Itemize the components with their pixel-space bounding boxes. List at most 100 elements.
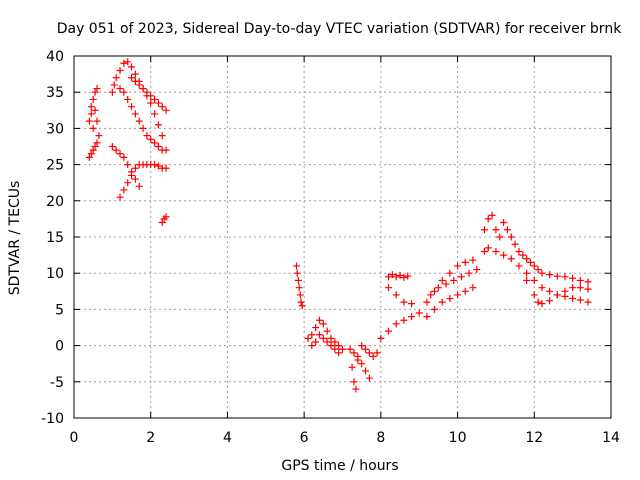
data-point: [373, 349, 381, 357]
y-tick-label: -5: [50, 375, 64, 391]
data-point: [454, 291, 462, 299]
data-point: [162, 213, 170, 221]
data-point: [154, 121, 162, 129]
data-point: [91, 143, 99, 150]
data-point: [385, 327, 393, 335]
data-point: [484, 215, 492, 223]
series-arc-cross-up: [116, 161, 170, 201]
data-point: [110, 81, 118, 89]
data-point: [523, 255, 531, 263]
series-arc-isolated: [158, 213, 170, 227]
data-point: [147, 135, 155, 143]
data-point: [154, 162, 162, 170]
data-point: [507, 255, 515, 263]
data-point: [450, 276, 458, 284]
data-point: [120, 186, 128, 194]
data-point: [323, 327, 331, 335]
data-point: [362, 367, 370, 375]
series-arc-6h-main: [304, 316, 346, 357]
data-point: [385, 273, 393, 281]
data-point: [465, 269, 473, 277]
data-point: [392, 291, 400, 299]
data-point: [377, 334, 385, 342]
data-point: [523, 276, 531, 284]
data-point: [89, 146, 97, 154]
data-point: [312, 338, 320, 346]
data-point: [135, 182, 143, 190]
data-point: [297, 298, 305, 306]
data-point: [469, 284, 477, 292]
data-point: [492, 226, 500, 234]
data-point: [298, 302, 306, 310]
data-point: [500, 219, 508, 227]
data-point: [89, 124, 97, 132]
data-point: [323, 338, 331, 346]
data-point: [139, 85, 147, 93]
x-tick-label: 2: [146, 430, 155, 446]
data-point: [388, 271, 396, 279]
data-point: [151, 161, 159, 169]
data-point: [569, 274, 577, 282]
data-point: [335, 342, 343, 350]
data-point: [339, 345, 346, 353]
data-point: [128, 103, 136, 111]
data-point: [415, 309, 423, 317]
data-point: [392, 273, 400, 281]
series-arc-11h-lower: [480, 244, 592, 306]
data-point: [120, 88, 128, 96]
data-point: [431, 305, 439, 313]
data-point: [350, 349, 358, 357]
data-point: [327, 342, 335, 350]
y-axis-label: SDTVAR / TECUs: [7, 181, 23, 296]
data-point: [538, 300, 546, 308]
data-point: [131, 77, 139, 85]
data-point: [362, 345, 370, 353]
data-point: [158, 146, 166, 154]
data-point: [315, 331, 323, 339]
data-point: [400, 316, 408, 324]
data-point: [331, 345, 339, 353]
data-point: [124, 95, 132, 103]
data-point: [546, 287, 554, 295]
data-point: [473, 266, 481, 274]
data-point: [530, 291, 538, 299]
data-point: [546, 297, 554, 305]
data-point: [147, 99, 155, 107]
data-point: [515, 262, 523, 270]
series-arc-8h-upper: [385, 271, 416, 308]
data-point: [461, 258, 469, 266]
data-point: [151, 139, 159, 147]
data-point: [151, 110, 159, 118]
y-tick-label: 20: [46, 194, 64, 210]
series-arc-early-low: [85, 132, 103, 161]
data-point: [408, 300, 416, 308]
data-point: [120, 59, 128, 67]
y-tick-label: 10: [46, 266, 64, 282]
data-point: [308, 342, 316, 350]
data-point: [89, 95, 97, 103]
series-arc-cross-down: [108, 143, 143, 190]
data-point: [519, 251, 527, 259]
grid: [74, 56, 611, 418]
series-arc-early-high: [85, 85, 101, 132]
data-point: [365, 349, 373, 357]
axis-ticks: 0 2 4 6 8 10 12 14 -10 -5 0 5 10 15 20 25 30 35 40: [41, 49, 620, 446]
data-point: [162, 106, 170, 114]
data-point: [496, 233, 504, 241]
data-point: [120, 153, 128, 161]
data-point: [584, 278, 592, 286]
x-tick-label: 10: [449, 430, 467, 446]
data-point: [434, 284, 442, 292]
data-point: [128, 74, 136, 82]
data-point: [124, 179, 132, 187]
series-arc-peak-b: [128, 74, 170, 114]
series-arc-9h-upper: [423, 256, 481, 306]
data-point: [116, 150, 124, 158]
y-tick-label: 15: [46, 230, 64, 246]
data-point: [93, 85, 101, 93]
x-tick-label: 8: [376, 430, 385, 446]
data-point: [446, 269, 454, 277]
data-point: [515, 247, 523, 255]
data-point: [135, 117, 143, 125]
y-tick-label: 40: [46, 49, 64, 65]
